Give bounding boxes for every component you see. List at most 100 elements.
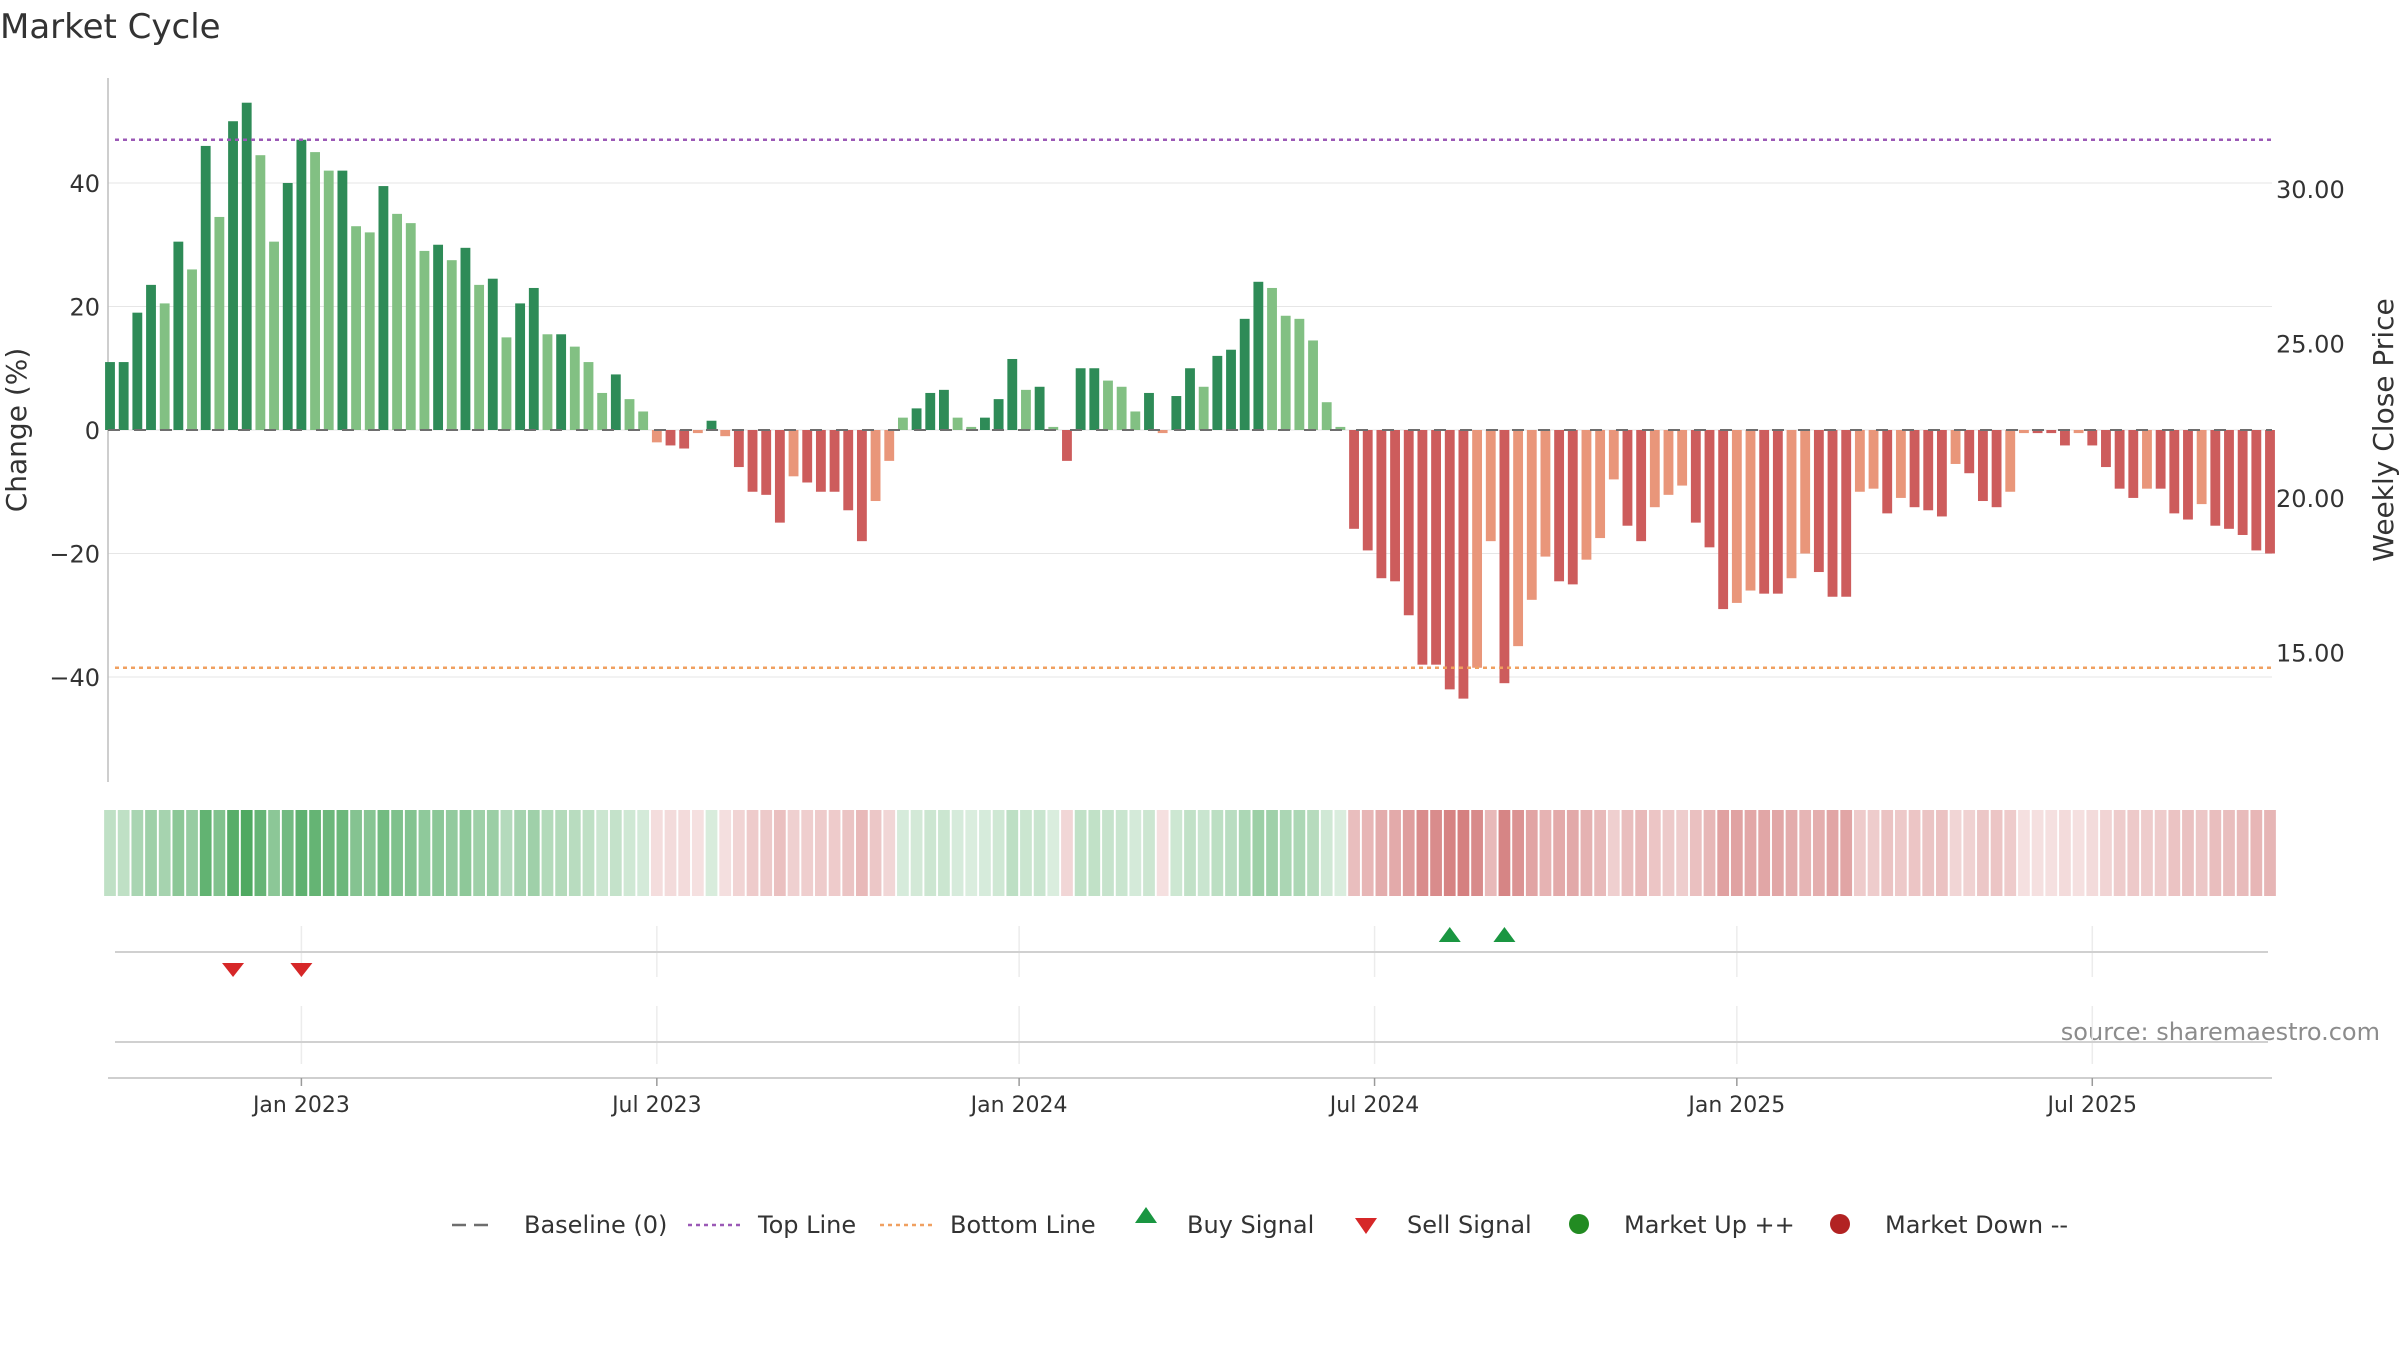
heat-strip-cell (500, 810, 513, 896)
heat-strip-cell (678, 810, 691, 896)
legend-sell-signal-swatch (1355, 1218, 1377, 1234)
heat-strip-cell (145, 810, 157, 896)
change-bar (2087, 430, 2098, 446)
change-bar (1649, 430, 1660, 508)
heat-strip-cell (773, 810, 786, 896)
heat-strip-cell (650, 810, 663, 896)
heat-strip-cell (2236, 810, 2249, 896)
change-bar (966, 426, 977, 430)
change-bar (870, 430, 881, 502)
heat-strip-cell (1840, 810, 1853, 896)
change-bar (2019, 430, 2029, 434)
heat-strip-cell (2264, 810, 2276, 896)
heat-strip-cell (1348, 810, 1360, 896)
heat-strip-cell (1771, 810, 1784, 896)
heat-strip-cell (979, 810, 991, 896)
change-bar (1895, 430, 1906, 498)
change-bar (597, 392, 608, 430)
change-bar (1103, 380, 1113, 430)
change-bar (1089, 368, 1100, 430)
heat-strip-cell (910, 810, 923, 896)
heat-strip-cell (760, 810, 773, 896)
legend-label: Market Down -- (1885, 1211, 2068, 1239)
heat-strip-cell (1020, 810, 1032, 896)
change-bar (378, 186, 389, 430)
change-bar (2237, 430, 2248, 535)
change-bar (1704, 430, 1715, 548)
change-bar (310, 152, 320, 430)
change-bar (1308, 340, 1318, 430)
change-bar (638, 411, 649, 430)
change-bar (2128, 430, 2139, 498)
change-bar (1362, 430, 1373, 551)
change-bar (146, 284, 156, 430)
change-bar (1554, 430, 1565, 582)
heat-strip-cell (541, 810, 554, 896)
change-bar (856, 430, 867, 542)
heat-strip-cell (1170, 810, 1183, 896)
change-bar (214, 216, 225, 430)
change-bar (364, 232, 375, 430)
heat-strip-cell (2059, 810, 2071, 896)
change-bar (1800, 430, 1811, 554)
legend-market-up-swatch (1569, 1214, 1589, 1234)
heat-strip-cell (2031, 810, 2044, 896)
heat-strip-cell (1156, 810, 1169, 896)
change-bar (1417, 430, 1428, 665)
y2-tick-label: 15.00 (2276, 639, 2345, 667)
change-bar (228, 121, 238, 430)
change-bar (556, 334, 567, 430)
change-bar (159, 303, 170, 430)
change-bar (843, 430, 854, 511)
change-bar (269, 241, 279, 430)
heat-strip-cell (623, 810, 636, 896)
heat-strip-cell (404, 810, 417, 896)
heat-strip-cell (377, 810, 390, 896)
legend-label: Market Up ++ (1624, 1211, 1795, 1239)
change-bar (2005, 430, 2016, 492)
heat-strip-cell (2223, 810, 2235, 896)
heat-strip-cell (1115, 810, 1128, 896)
heat-strip-cell (1607, 810, 1620, 896)
heat-strip-cell (336, 810, 349, 896)
heat-strip-cell (158, 810, 171, 896)
change-bar (1294, 318, 1305, 430)
heat-strip-cell (1484, 810, 1497, 896)
heat-strip-cell (582, 810, 595, 896)
buy-signal-marker (1493, 927, 1516, 942)
change-bar (1745, 430, 1756, 591)
heat-strip-cell (459, 810, 472, 896)
heat-strip-cell (719, 810, 732, 896)
change-bar (132, 312, 143, 430)
change-bar (255, 155, 266, 430)
change-bar (1923, 430, 1934, 511)
heat-strip-cell (1895, 810, 1907, 896)
change-bar (1936, 430, 1947, 517)
change-bar (515, 303, 526, 430)
heat-strip-cell (1553, 810, 1565, 896)
change-bar (2224, 430, 2234, 529)
change-bar (1157, 430, 1168, 434)
change-bar (2155, 430, 2166, 489)
heat-strip-cell (486, 810, 499, 896)
heat-strip-cell (391, 810, 403, 896)
change-bar (651, 430, 662, 443)
heat-strip-cell (473, 810, 485, 896)
change-bar (1540, 430, 1551, 557)
change-bar (460, 247, 471, 430)
heat-strip-cell (1361, 810, 1374, 896)
heat-strip-cell (842, 810, 855, 896)
heat-strip-cell (1238, 810, 1251, 896)
legend-label: Bottom Line (950, 1211, 1096, 1239)
change-bar (1321, 402, 1332, 430)
change-bar (1267, 287, 1277, 430)
change-bar (679, 430, 690, 449)
heat-strip-cell (787, 810, 800, 896)
heat-strip-cell (883, 810, 896, 896)
heat-strip-cell (897, 810, 909, 896)
heat-strip-cell (1689, 810, 1702, 896)
heat-strip-cell (1881, 810, 1894, 896)
heat-strip-cell (1047, 810, 1060, 896)
change-bar (1854, 430, 1865, 492)
